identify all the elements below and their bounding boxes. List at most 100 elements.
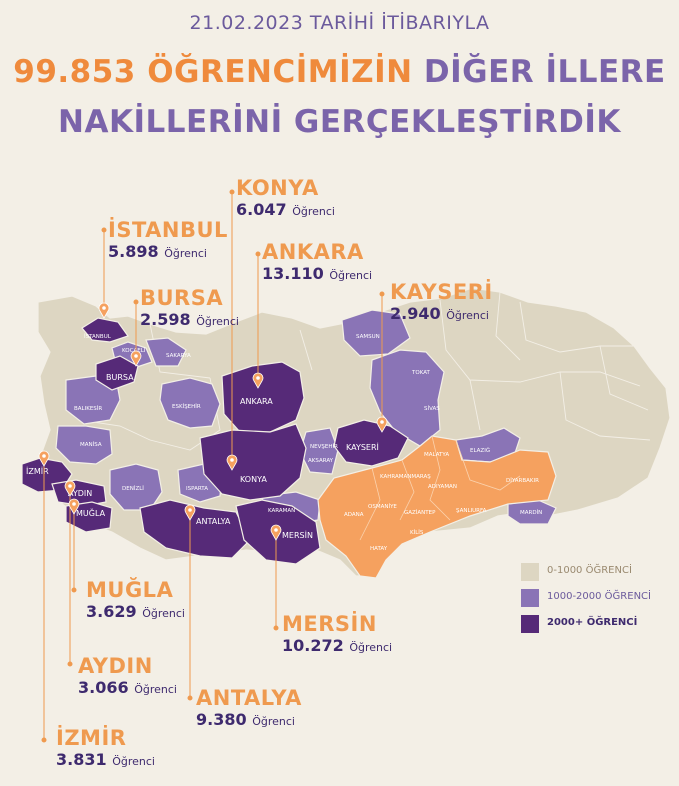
callout-istanbul: İSTANBUL 5.898 Öğrenci — [108, 218, 228, 264]
legend-label: 1000-2000 ÖĞRENCİ — [547, 591, 651, 602]
city-count: 2.598 Öğrenci — [140, 310, 239, 329]
city-count: 9.380 Öğrenci — [196, 710, 295, 729]
legend-swatch — [521, 563, 539, 581]
map-label-samsun: SAMSUN — [356, 334, 380, 340]
map-label-mugla: MUĞLA — [76, 507, 106, 518]
city-name: ANTALYA — [196, 686, 302, 710]
map-label-mersin: MERSİN — [282, 530, 313, 540]
top-tier-regions — [21, 317, 409, 565]
legend-swatch — [521, 589, 539, 607]
map-label-karaman: KARAMAN — [268, 508, 295, 514]
map-label-nevsehir: NEVŞEHİR — [310, 443, 338, 450]
map-label-eskisehir: ESKİŞEHİR — [172, 403, 201, 410]
region-antalya — [139, 499, 251, 559]
region-mugla — [65, 501, 113, 533]
map-label-kayseri: KAYSERİ — [346, 442, 379, 452]
callout-bursa: BURSA 2.598 Öğrenci — [140, 286, 239, 332]
legend-label: 2000+ ÖĞRENCİ — [547, 617, 638, 628]
city-name: İSTANBUL — [108, 218, 228, 242]
callout-kayseri: KAYSERİ 2.940 Öğrenci — [390, 280, 493, 326]
region-kayseri — [333, 419, 409, 467]
map-label-aydin: AYDIN — [68, 489, 92, 498]
callout-konya: KONYA 6.047 Öğrenci — [236, 176, 335, 222]
city-count: 13.110 Öğrenci — [262, 264, 373, 283]
leader-dot — [133, 299, 139, 305]
callout-izmir: İZMİR 3.831 Öğrenci — [56, 726, 155, 772]
city-name: BURSA — [140, 286, 224, 310]
city-name: KAYSERİ — [390, 280, 493, 304]
legend-swatch — [521, 615, 539, 633]
map-label-adana: ADANA — [344, 512, 364, 518]
headline-line-1: 99.853 ÖĞRENCİMİZİN DİĞER İLLERE — [0, 54, 679, 90]
leader-dot — [67, 661, 73, 667]
leader-dot — [41, 737, 47, 743]
city-count: 3.629 Öğrenci — [86, 602, 185, 621]
location-pin-icon — [68, 498, 80, 515]
location-pin-icon — [252, 372, 264, 389]
location-pin-icon — [64, 480, 76, 497]
total-count: 99.853 — [13, 54, 136, 90]
city-name: İZMİR — [56, 726, 127, 750]
region-istanbul — [81, 317, 129, 343]
region-bursa — [95, 355, 139, 391]
map-label-aksaray: AKSARAY — [308, 458, 334, 464]
location-pin-icon — [98, 302, 110, 319]
map-label-kahramanmaras: KAHRAMANMARAŞ — [380, 474, 431, 480]
city-name: MUĞLA — [86, 578, 174, 602]
city-count: 5.898 Öğrenci — [108, 242, 207, 261]
leader-dot — [273, 625, 279, 631]
map-label-sanliurfa: ŞANLIURFA — [456, 508, 487, 514]
location-pin-icon — [184, 504, 196, 521]
map-label-kocaeli: KOCAELİ — [122, 347, 146, 354]
city-name: MERSİN — [282, 612, 377, 636]
leader-dot — [229, 189, 235, 195]
legend-label: 0-1000 ÖĞRENCİ — [547, 565, 632, 576]
map-label-tokat: TOKAT — [411, 370, 431, 376]
map-label-isparta: ISPARTA — [186, 486, 208, 492]
map-label-diyarbakir: DİYARBAKIR — [506, 477, 539, 484]
location-pin-icon — [130, 350, 142, 367]
city-count: 10.272 Öğrenci — [282, 636, 393, 655]
map-label-sakarya: SAKARYA — [166, 353, 191, 359]
map-label-osmaniye: OSMANİYE — [368, 503, 397, 510]
map-label-elazig: ELAZIĞ — [470, 447, 490, 454]
callout-mugla: MUĞLA 3.629 Öğrenci — [86, 578, 185, 624]
leader-dot — [71, 587, 77, 593]
city-count: 2.940 Öğrenci — [390, 304, 489, 323]
location-pin-icon — [270, 524, 282, 541]
city-count: 6.047 Öğrenci — [236, 200, 335, 219]
map-label-gaziantep: GAZİANTEP — [404, 509, 436, 516]
city-name: AYDIN — [78, 654, 153, 678]
map-label-istanbul: İSTANBUL — [84, 333, 112, 340]
region-konya — [199, 423, 307, 501]
map-label-hatay: HATAY — [370, 546, 388, 552]
headline-rest: DİĞER İLLERE — [423, 54, 666, 90]
headline-highlight: ÖĞRENCİMİZİN — [147, 54, 413, 90]
map-label-adiyaman: ADIYAMAN — [428, 484, 457, 490]
headline-line-2: NAKİLLERİNİ GERÇEKLEŞTİRDİK — [58, 104, 621, 140]
map-label-sivas: SİVAS — [424, 405, 440, 412]
map-label-malatya: MALATYA — [424, 452, 449, 458]
location-pin-icon — [38, 450, 50, 467]
map-label-ankara: ANKARA — [240, 397, 273, 406]
location-pin-icon — [376, 416, 388, 433]
leader-dot — [379, 291, 385, 297]
map-label-kilis: KİLİS — [410, 529, 424, 536]
leader-dot — [255, 251, 261, 257]
city-name: KONYA — [236, 176, 319, 200]
location-pin-icon — [226, 454, 238, 471]
callout-ankara: ANKARA 13.110 Öğrenci — [262, 240, 372, 286]
callout-mersin: MERSİN 10.272 Öğrenci — [282, 612, 392, 658]
map-label-manisa: MANİSA — [80, 441, 102, 448]
city-name: ANKARA — [262, 240, 364, 264]
map-label-balikesir: BALIKESİR — [74, 405, 102, 412]
callout-aydin: AYDIN 3.066 Öğrenci — [78, 654, 177, 700]
date-line: 21.02.2023 TARİHİ İTİBARIYLA — [189, 12, 490, 34]
city-count: 3.066 Öğrenci — [78, 678, 177, 697]
map-label-antalya: ANTALYA — [196, 517, 231, 526]
leader-dot — [187, 695, 193, 701]
leader-dot — [101, 227, 107, 233]
callout-antalya: ANTALYA 9.380 Öğrenci — [196, 686, 302, 732]
map-label-mardin: MARDİN — [520, 509, 542, 516]
